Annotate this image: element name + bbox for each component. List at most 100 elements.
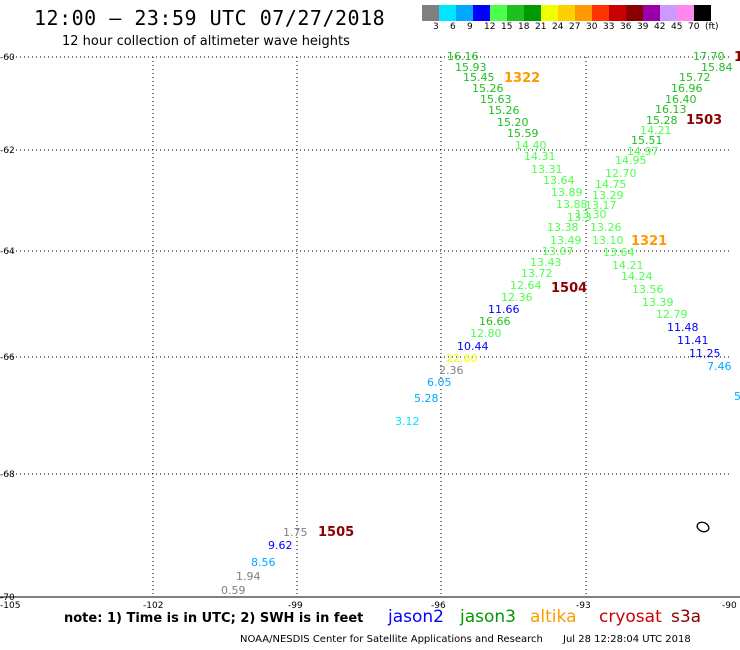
latitude-label: -70 bbox=[0, 593, 15, 603]
wave-height-value: 1.94 bbox=[236, 570, 261, 583]
pass-id-label: 1504 bbox=[551, 281, 587, 296]
colorbar-swatch bbox=[490, 5, 507, 21]
colorbar-swatch bbox=[592, 5, 609, 21]
wave-height-value: 13.29 bbox=[592, 189, 624, 202]
colorbar-tick-label: 39 bbox=[637, 22, 649, 32]
colorbar-swatch bbox=[694, 5, 711, 21]
legend-altika: altika bbox=[530, 607, 577, 627]
track-1322-descending: 16.1615.9315.4515.2615.6315.2615.2015.59… bbox=[447, 50, 740, 403]
wave-height-value: 13.39 bbox=[642, 296, 674, 309]
colorbar-swatch bbox=[439, 5, 456, 21]
wave-height-value: 15.26 bbox=[488, 104, 520, 117]
wave-height-value: 16.16 bbox=[447, 50, 479, 63]
wave-height-value: 3.12 bbox=[395, 415, 420, 428]
longitude-label: -105 bbox=[0, 601, 20, 611]
wave-height-value: 13.38 bbox=[547, 221, 579, 234]
wave-height-value: 15.26 bbox=[472, 82, 504, 95]
wave-height-value: 15.45 bbox=[463, 71, 495, 84]
map-subtitle: 12 hour collection of altimeter wave hei… bbox=[62, 34, 350, 49]
longitude-label: -102 bbox=[143, 601, 163, 611]
colorbar-tick-label: 21 bbox=[535, 22, 547, 32]
wave-height-value: 15.63 bbox=[480, 93, 512, 106]
wave-height-value: 13.30 bbox=[575, 208, 607, 221]
wave-height-value: 13.89 bbox=[551, 186, 583, 199]
colorbar-tick-label: 70 bbox=[688, 22, 700, 32]
wave-height-value: 14.21 bbox=[640, 124, 672, 137]
wave-height-value: 16.40 bbox=[665, 93, 697, 106]
longitude-label: -93 bbox=[576, 601, 591, 611]
map-title: 12:00 – 23:59 UTC 07/27/2018 bbox=[34, 6, 386, 30]
wave-height-value: 22.60 bbox=[446, 352, 478, 365]
colorbar-tick-label: 33 bbox=[603, 22, 615, 32]
wave-height-value: 10.44 bbox=[457, 340, 489, 353]
colorbar-tick-label: 27 bbox=[569, 22, 581, 32]
colorbar-labels: 3 6 9 12 15 18 21 24 27 30 33 36 39 42 45 70 (ft) bbox=[422, 22, 740, 36]
wave-height-value: 15.28 bbox=[646, 114, 678, 127]
generation-timestamp: Jul 28 12:28:04 UTC 2018 bbox=[563, 634, 691, 645]
wave-height-value: 15.51 bbox=[631, 134, 663, 147]
wave-height-value: 15.59 bbox=[507, 127, 539, 140]
wave-height-value: 15.72 bbox=[679, 71, 711, 84]
wave-height-value: 13.88 bbox=[556, 198, 588, 211]
legend-jason2: jason2 bbox=[388, 607, 444, 627]
pass-id-labels: 1322 1503 1321 1504 1505 1 bbox=[318, 50, 740, 540]
footer-note: note: 1) Time is in UTC; 2) SWH is in fe… bbox=[64, 611, 364, 626]
colorbar-tick-label: 15 bbox=[501, 22, 513, 32]
wave-height-value: 9.62 bbox=[268, 539, 293, 552]
wave-height-value: 0.59 bbox=[221, 584, 246, 597]
longitude-label: -96 bbox=[431, 601, 446, 611]
wave-height-value: 16.96 bbox=[671, 82, 703, 95]
legend-s3a: s3a bbox=[671, 607, 702, 627]
latitude-label: -62 bbox=[0, 146, 15, 156]
latitude-label: -68 bbox=[0, 470, 15, 480]
credit-line: NOAA/NESDIS Center for Satellite Applica… bbox=[240, 634, 543, 645]
pass-id-label: 1321 bbox=[631, 234, 667, 249]
wave-height-value: 13.26 bbox=[590, 221, 622, 234]
wave-height-value: 13.64 bbox=[603, 246, 635, 259]
wave-height-value: 16.66 bbox=[479, 315, 511, 328]
wave-height-value: 14.95 bbox=[615, 154, 647, 167]
wave-height-value: 14.31 bbox=[524, 150, 556, 163]
colorbar-tick-label: 12 bbox=[484, 22, 496, 32]
colorbar-tick-label: 30 bbox=[586, 22, 598, 32]
latitude-label: -64 bbox=[0, 247, 15, 257]
longitude-label: -90 bbox=[722, 601, 737, 611]
wave-height-value: 7.46 bbox=[707, 360, 732, 373]
wave-height-value: 5 bbox=[734, 390, 740, 403]
colorbar-swatch bbox=[541, 5, 558, 21]
wave-height-value: 1.75 bbox=[283, 526, 308, 539]
wave-height-value: 5.28 bbox=[414, 392, 439, 405]
legend-jason3: jason3 bbox=[460, 607, 516, 627]
colorbar-tick-label: 9 bbox=[467, 22, 473, 32]
colorbar-tick-label: 24 bbox=[552, 22, 564, 32]
colorbar-tick-label: 6 bbox=[450, 22, 456, 32]
wave-height-value: 13.64 bbox=[543, 174, 575, 187]
legend-cryosat: cryosat bbox=[599, 607, 662, 627]
wave-height-value: 13.49 bbox=[550, 234, 582, 247]
wave-height-value: 12.36 bbox=[501, 291, 533, 304]
wave-height-value: 13.3 bbox=[567, 211, 592, 224]
colorbar-tick-label: (ft) bbox=[705, 22, 719, 32]
latitude-label: -66 bbox=[0, 353, 15, 363]
pass-id-label: 1503 bbox=[686, 113, 722, 128]
wave-height-value: 6.05 bbox=[427, 376, 452, 389]
wave-height-value: 2.36 bbox=[439, 364, 464, 377]
wave-height-value: 11.41 bbox=[677, 334, 709, 347]
wave-height-value: 13.43 bbox=[530, 256, 562, 269]
longitude-label: -99 bbox=[288, 601, 303, 611]
colorbar-swatch bbox=[422, 5, 439, 21]
latitude-label: -60 bbox=[0, 53, 15, 63]
colorbar-swatch bbox=[609, 5, 626, 21]
colorbar-swatch bbox=[473, 5, 490, 21]
wave-height-value: 12.64 bbox=[510, 279, 542, 292]
wave-height-value: 12.80 bbox=[470, 327, 502, 340]
colorbar-tick-label: 45 bbox=[671, 22, 683, 32]
pass-id-label: 1322 bbox=[504, 71, 540, 86]
wave-height-value: 12.70 bbox=[605, 167, 637, 180]
wave-height-value: 13.17 bbox=[585, 199, 617, 212]
wave-height-value: 11.48 bbox=[667, 321, 699, 334]
pass-id-label: 1505 bbox=[318, 525, 354, 540]
wave-height-value: 8.56 bbox=[251, 556, 276, 569]
wave-height-value: 14.24 bbox=[621, 270, 653, 283]
